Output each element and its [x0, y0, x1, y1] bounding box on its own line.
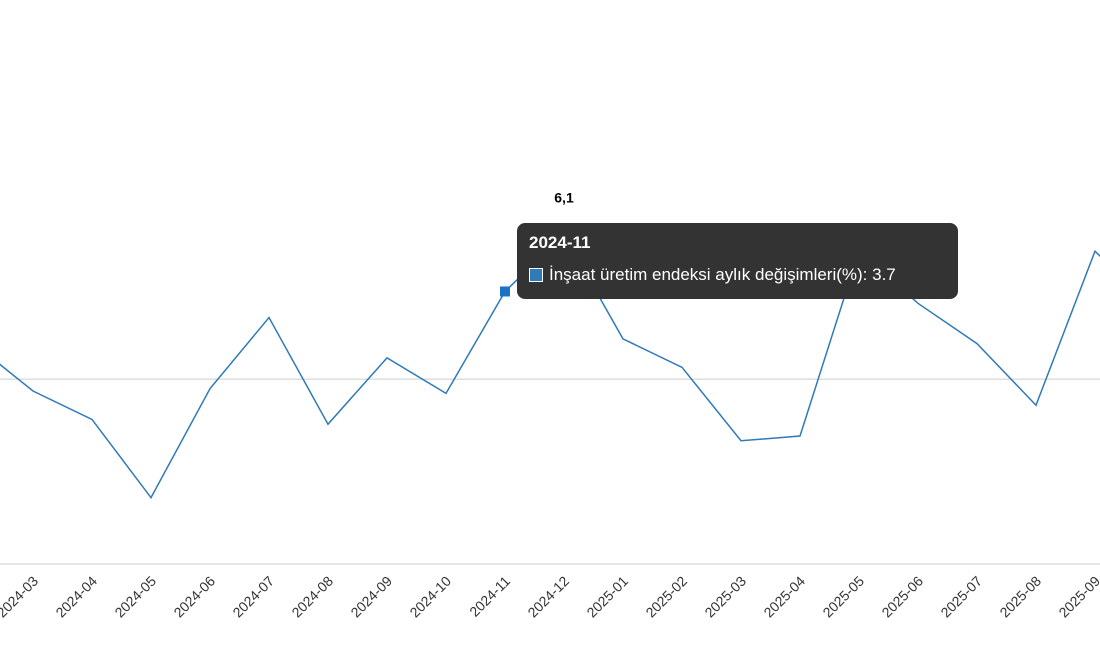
hover-point-marker[interactable] [500, 286, 510, 297]
x-tick-label: 2024-11 [466, 573, 513, 620]
x-tick-label: 2025-05 [819, 573, 867, 621]
x-tick-label: 2025-07 [937, 573, 985, 621]
highlight-data-label: 6,1 [554, 190, 574, 206]
x-tick-label: 2024-05 [111, 573, 159, 621]
x-tick-label: 2024-04 [52, 573, 100, 621]
x-tick-label: 2025-08 [996, 573, 1044, 621]
x-tick-label: 2024-06 [170, 573, 218, 621]
x-tick-label: 2024-12 [524, 573, 572, 621]
x-axis-ticks: 2024-03 2024-04 2024-05 2024-06 2024-07 2024-… [0, 573, 1100, 621]
x-tick-label: 2025-02 [642, 573, 690, 621]
tooltip: 2024-11 İnşaat üretim endeksi aylık deği… [517, 223, 958, 299]
tooltip-value: 3.7 [872, 265, 896, 284]
tooltip-separator: : [862, 265, 873, 284]
tooltip-series-name: İnşaat üretim endeksi aylık değişimleri(… [549, 265, 863, 284]
x-tick-label: 2025-04 [760, 573, 808, 621]
x-tick-label: 2024-03 [0, 573, 41, 621]
x-tick-label: 2025-03 [701, 573, 749, 621]
x-tick-label: 2025-01 [583, 573, 631, 621]
x-tick-label: 2025-06 [878, 573, 926, 621]
x-tick-label: 2025-09 [1055, 573, 1100, 621]
tooltip-row: İnşaat üretim endeksi aylık değişimleri(… [529, 265, 946, 285]
x-tick-label: 2024-08 [288, 573, 336, 621]
x-tick-label: 2024-10 [406, 573, 454, 621]
data-labels: 6,1 [554, 190, 574, 206]
tooltip-swatch [529, 268, 543, 282]
x-tick-label: 2024-09 [347, 573, 395, 621]
x-tick-label: 2024-07 [229, 573, 277, 621]
tooltip-title: 2024-11 [529, 233, 591, 252]
